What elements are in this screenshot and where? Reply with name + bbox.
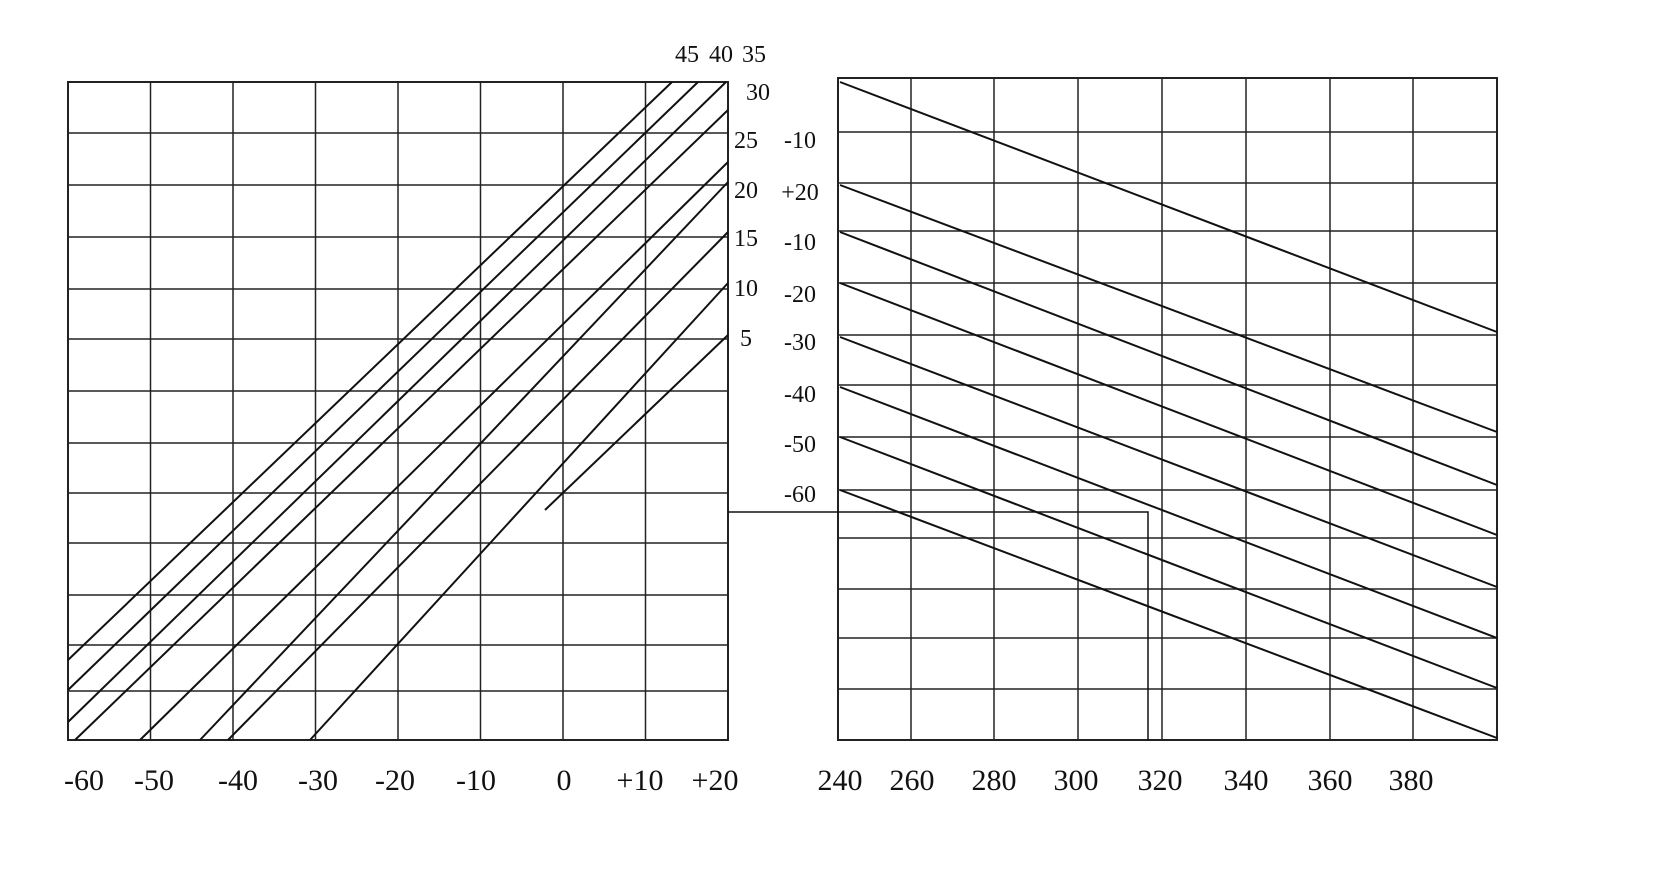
right-curve--40	[839, 386, 1498, 639]
right-x-tick-label: 260	[890, 764, 935, 797]
right-curve-label-left: -30	[784, 330, 816, 356]
right-curve--10	[839, 81, 1498, 333]
left-curve-5	[544, 334, 729, 511]
right-x-tick-label: 340	[1224, 764, 1269, 797]
left-x-tick-label: -40	[218, 764, 258, 797]
left-x-tick-label: -50	[134, 764, 174, 797]
right-curve--10	[839, 231, 1498, 486]
left-curve-35	[67, 81, 727, 723]
left-curve-label-right: 20	[734, 178, 758, 204]
left-curve-label-right: 25	[734, 128, 758, 154]
left-x-tick-label: +20	[692, 764, 739, 797]
left-chart: -60 -50 -40 -30 -20 -10 0 +10 +20 45 40 35 30 25 20 15 1…	[64, 42, 770, 797]
right-plot-frame	[837, 77, 1498, 741]
right-curve-label-left: -60	[784, 482, 816, 508]
left-x-tick-label: 0	[557, 764, 572, 797]
left-curve-15	[227, 231, 729, 741]
right-x-tick-label: 380	[1389, 764, 1434, 797]
left-curve-10	[309, 282, 729, 741]
right-curve--20	[839, 282, 1498, 536]
left-curve-20	[199, 181, 729, 741]
left-curve-label-top: 30	[746, 80, 770, 106]
right-x-tick-label: 280	[972, 764, 1017, 797]
left-curve-label-right: 10	[734, 276, 758, 302]
right-curve--60	[839, 489, 1498, 739]
right-x-tick-label: 240	[818, 764, 863, 797]
right-curve-label-left: -10	[784, 230, 816, 256]
right-curve-label-left: -20	[784, 282, 816, 308]
left-x-tick-label: -30	[298, 764, 338, 797]
right-curve--50	[839, 436, 1498, 689]
left-x-tick-label: -60	[64, 764, 104, 797]
left-curve-label-right: 15	[734, 226, 758, 252]
right-chart: 240 260 280 300 320 340 360 380 -10 +20 -10 -20 -30 -…	[781, 77, 1498, 797]
right-x-tick-label: 320	[1138, 764, 1183, 797]
right-curve-label-left: -40	[784, 382, 816, 408]
left-curve-30	[74, 109, 729, 741]
left-x-tick-label: +10	[617, 764, 664, 797]
right-curve-label-left: -50	[784, 432, 816, 458]
left-curve-label-top: 35	[742, 42, 766, 68]
left-curve-25	[139, 161, 729, 741]
reading-guide	[728, 511, 1149, 740]
right-curve--30	[839, 336, 1498, 588]
left-curve-label-top: 45	[675, 42, 699, 68]
right-x-tick-label: 300	[1054, 764, 1099, 797]
left-x-tick-label: -20	[375, 764, 415, 797]
left-curve-40	[67, 81, 699, 691]
left-curve-label-top: 40	[709, 42, 733, 68]
right-x-tick-label: 360	[1308, 764, 1353, 797]
right-curve-label-left: -10	[784, 128, 816, 154]
right-curve-+20	[839, 184, 1498, 433]
left-curve-label-right: 5	[740, 326, 752, 352]
reading-guide-line	[728, 511, 1149, 740]
right-curve-label-left: +20	[781, 180, 819, 206]
left-curve-45	[67, 81, 673, 661]
left-x-tick-label: -10	[456, 764, 496, 797]
